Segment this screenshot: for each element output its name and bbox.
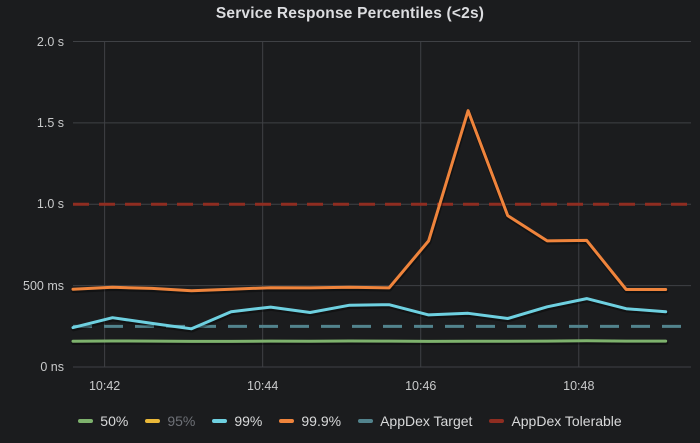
x-tick-label-10-48: 10:48 [563,379,595,393]
legend-swatch-99-9 [279,419,295,423]
series-line-99 [71,297,668,331]
y-tick-label-1-0-s: 1.0 s [36,197,64,212]
series-line-99-9 [71,109,668,293]
y-tick-label-0-ns: 0 ns [40,360,64,374]
legend-label-appdex-target: AppDex Target [380,413,473,429]
legend-item-99-9[interactable]: 99.9% [279,413,341,429]
y-tick-label-1-5-s: 1.5 s [36,115,64,130]
series-line-50 [71,339,668,343]
legend: 50% 95% 99% 99.9% AppDex Target AppDex Tolera… [0,406,700,436]
legend-item-appdex-tolerable[interactable]: AppDex Tolerable [489,413,622,429]
legend-label-99: 99% [234,413,263,429]
legend-swatch-50 [78,419,94,423]
legend-swatch-appdex-target [358,419,374,423]
legend-item-95[interactable]: 95% [145,413,195,429]
y-tick-label-2-0-s: 2.0 s [36,34,64,49]
legend-item-appdex-target[interactable]: AppDex Target [358,413,472,429]
legend-swatch-95 [145,419,161,423]
legend-label-50: 50% [100,413,129,429]
legend-label-99-9: 99.9% [301,413,342,429]
legend-swatch-appdex-tolerable [489,419,505,423]
legend-swatch-99 [212,419,228,423]
legend-label-95: 95% [167,413,196,429]
legend-item-99[interactable]: 99% [212,413,262,429]
x-tick-label-10-42: 10:42 [88,379,121,393]
series-shadow-99-9 [71,109,669,295]
legend-item-50[interactable]: 50% [78,413,128,429]
x-tick-label-10-46: 10:46 [405,379,437,393]
panel-title[interactable]: Service Response Percentiles (<2s) [215,5,485,22]
y-tick-label-500-ms: 500 ms [23,278,64,293]
x-tick-label-10-44: 10:44 [247,379,279,393]
legend-label-appdex-tolerable: AppDex Tolerable [511,413,622,429]
